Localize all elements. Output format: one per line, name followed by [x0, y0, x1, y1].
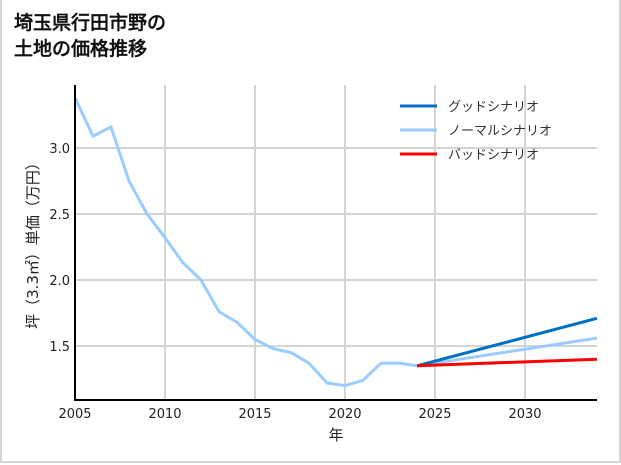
series-line	[416, 357, 598, 368]
chart-title-line2: 土地の価格推移	[14, 38, 148, 60]
legend-label-good: グッドシナリオ	[448, 100, 539, 115]
series-line	[73, 97, 418, 388]
x-tick-label: 2015	[238, 407, 271, 422]
legend-label-normal: ノーマルシナリオ	[448, 124, 552, 139]
series-line	[416, 336, 598, 368]
grid-lines	[75, 85, 597, 400]
y-tick-label: 2.0	[49, 274, 70, 289]
x-tick-labels: 2005 2010 2015 2020 2025 2030	[58, 407, 541, 422]
y-tick-label: 2.5	[49, 208, 70, 223]
legend-label-bad: バッドシナリオ	[448, 148, 539, 163]
series-line	[416, 316, 598, 368]
y-axis-label: 坪（3.3㎡）単価（万円）	[24, 155, 42, 329]
legend: グッドシナリオ ノーマルシナリオ バッドシナリオ	[400, 100, 552, 163]
y-tick-label: 3.0	[49, 142, 70, 157]
y-tick-labels: 1.5 2.0 2.5 3.0	[49, 142, 70, 355]
x-axis-label: 年	[328, 426, 343, 444]
chart-title: 埼玉県行田市野の 土地の価格推移	[14, 10, 166, 62]
data-lines	[73, 97, 598, 388]
x-tick-label: 2010	[148, 407, 181, 422]
x-tick-label: 2005	[58, 407, 91, 422]
chart-title-line1: 埼玉県行田市野の	[14, 12, 167, 34]
x-tick-label: 2025	[418, 407, 451, 422]
x-tick-label: 2020	[328, 407, 361, 422]
x-tick-label: 2030	[508, 407, 541, 422]
y-tick-label: 1.5	[49, 340, 70, 355]
